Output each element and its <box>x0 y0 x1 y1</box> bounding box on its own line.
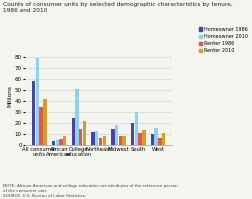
Bar <box>59 139 62 145</box>
Bar <box>161 133 165 145</box>
Bar <box>114 125 118 145</box>
Bar <box>118 137 121 145</box>
Bar <box>158 138 161 145</box>
Bar <box>75 89 78 145</box>
Bar <box>91 132 94 145</box>
Text: NOTE: African American and college education are attributes of the reference per: NOTE: African American and college educa… <box>3 184 177 198</box>
Bar <box>79 129 82 145</box>
Bar <box>142 130 145 145</box>
Bar <box>39 107 43 145</box>
Bar <box>52 141 55 145</box>
Bar <box>43 99 46 145</box>
Y-axis label: Millions: Millions <box>7 85 12 106</box>
Bar <box>154 128 157 145</box>
Bar <box>95 131 98 145</box>
Bar <box>150 134 153 145</box>
Bar <box>36 58 39 145</box>
Bar <box>71 118 75 145</box>
Bar <box>99 138 102 145</box>
Bar <box>63 137 66 145</box>
Bar <box>82 121 86 145</box>
Bar <box>134 112 138 145</box>
Bar <box>111 129 114 145</box>
Bar <box>138 133 141 145</box>
Bar <box>122 137 125 145</box>
Text: Counts of consumer units by selected demographic characteristics by tenure,
1986: Counts of consumer units by selected dem… <box>3 2 231 13</box>
Legend: Homeowner 1986, Homeowner 2010, Renter 1986, Renter 2010: Homeowner 1986, Homeowner 2010, Renter 1… <box>198 26 247 54</box>
Bar <box>102 137 106 145</box>
Bar <box>55 140 59 145</box>
Bar <box>32 81 35 145</box>
Bar <box>131 123 134 145</box>
